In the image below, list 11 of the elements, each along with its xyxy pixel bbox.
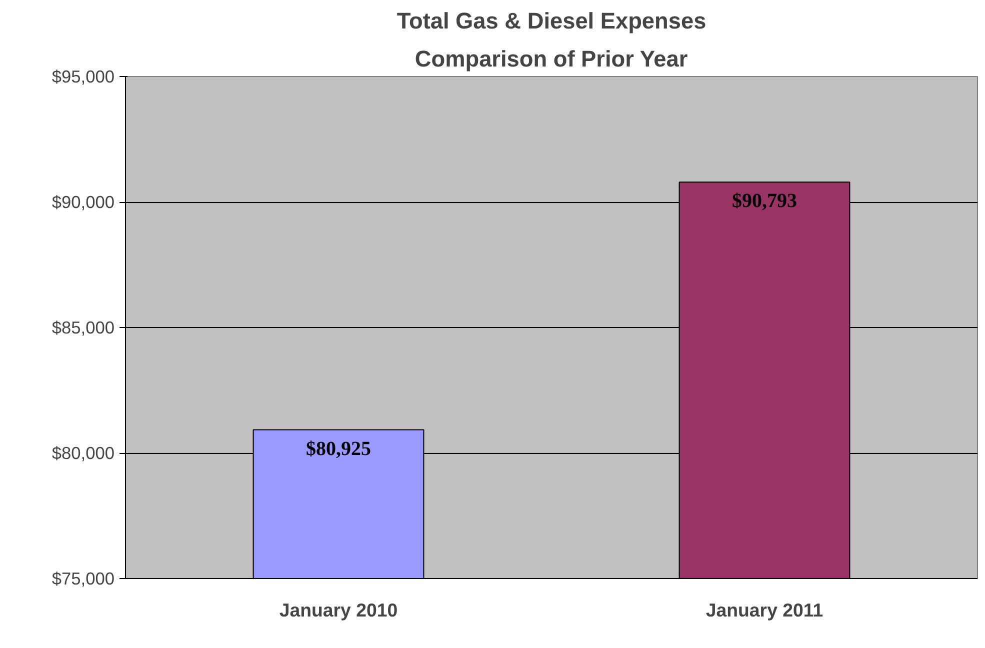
- y-tick-label: $95,000: [52, 66, 115, 86]
- data-label: $90,793: [732, 190, 797, 212]
- y-tick-label: $75,000: [52, 568, 115, 588]
- x-tick-label: January 2011: [706, 600, 824, 620]
- y-tick-label: $85,000: [52, 318, 115, 338]
- x-tick-label: January 2010: [279, 600, 398, 620]
- y-tick-label: $80,000: [52, 443, 115, 463]
- y-tick-label: $90,000: [52, 192, 115, 212]
- data-label: $80,925: [306, 438, 371, 460]
- chart-subtitle: Comparison of Prior Year: [414, 46, 688, 72]
- chart-title: Total Gas & Diesel Expenses: [396, 8, 706, 34]
